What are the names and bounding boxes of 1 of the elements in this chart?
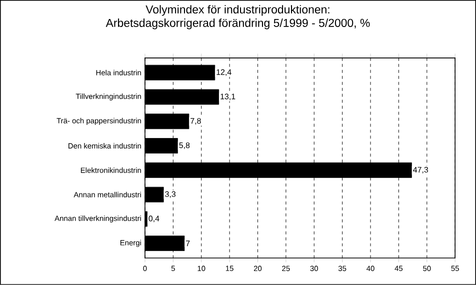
chart-title: Volymindex för industriproduktionen: Arbetsdagskorrigerad förändring 5/1999 - 5/2000, % (106, 5, 370, 30)
